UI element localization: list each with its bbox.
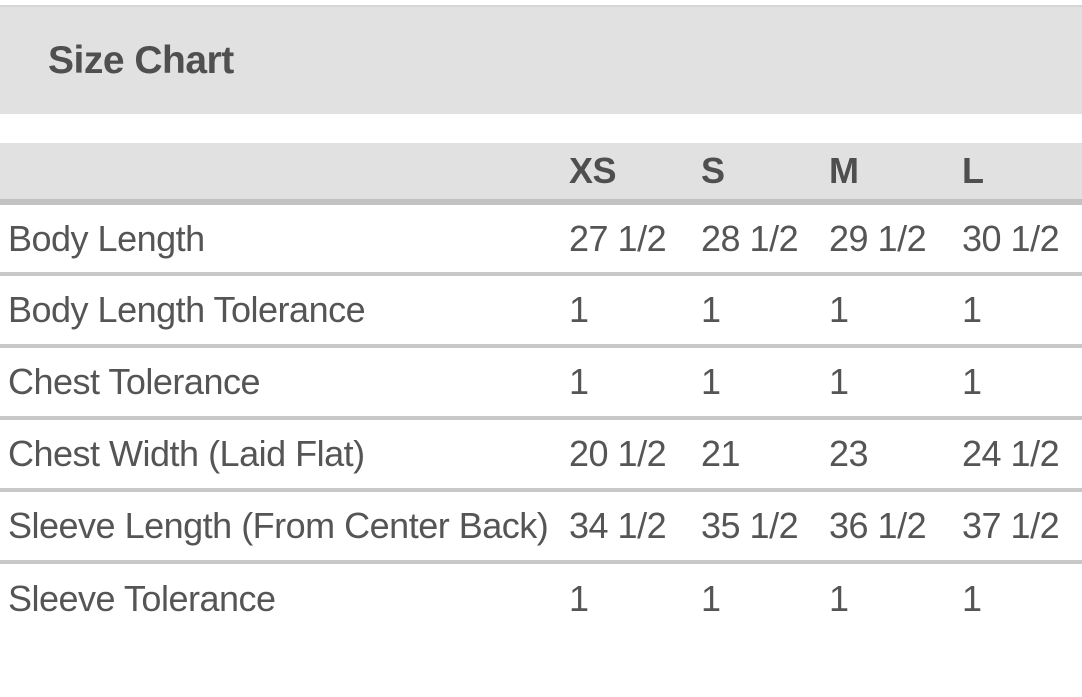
row-label: Body Length Tolerance [0, 272, 561, 346]
row-label: Sleeve Tolerance [0, 560, 561, 634]
table-row: Chest Width (Laid Flat) 20 1/2 21 23 24 … [0, 416, 1082, 490]
cell-value: 34 1/2 [561, 488, 693, 562]
cell-value: 1 [693, 272, 821, 346]
row-label: Sleeve Length (From Center Back) [0, 488, 561, 562]
cell-value: 1 [561, 272, 693, 346]
cell-value: 1 [693, 344, 821, 418]
cell-value: 1 [954, 344, 1082, 418]
cell-value: 35 1/2 [693, 488, 821, 562]
section-title: Size Chart [48, 38, 234, 82]
column-header-m: M [821, 143, 954, 205]
cell-value: 1 [954, 560, 1082, 634]
cell-value: 1 [693, 560, 821, 634]
row-label: Chest Width (Laid Flat) [0, 416, 561, 490]
cell-value: 21 [693, 416, 821, 490]
table-row: Sleeve Tolerance 1 1 1 1 [0, 560, 1082, 634]
column-header-blank [0, 143, 561, 205]
cell-value: 1 [954, 272, 1082, 346]
cell-value: 37 1/2 [954, 488, 1082, 562]
cell-value: 28 1/2 [701, 217, 799, 259]
cell-value: 24 1/2 [954, 416, 1082, 490]
cell-value: 36 1/2 [821, 488, 954, 562]
table-header-row: XS S M L [0, 143, 1082, 205]
table-row: Chest Tolerance 1 1 1 1 [0, 344, 1082, 418]
cell-value: 23 [821, 416, 954, 490]
cell-value: 27 1/2 [569, 217, 667, 259]
table-row: Body Length 27 1/2 28 1/2 29 1/2 30 1/2 [0, 202, 1082, 274]
row-label: Chest Tolerance [0, 344, 561, 418]
cell-value: 1 [821, 560, 954, 634]
column-header-s: S [693, 143, 821, 205]
cell-value: 20 1/2 [561, 416, 693, 490]
size-chart-section: Size Chart XS S M L Body Length 27 1/2 2… [0, 5, 1082, 634]
size-chart-table: XS S M L Body Length 27 1/2 28 1/2 29 1/… [0, 143, 1082, 634]
row-label: Body Length [8, 217, 205, 259]
cell-value: 30 1/2 [962, 217, 1060, 259]
cell-value: 1 [821, 344, 954, 418]
column-header-xs: XS [561, 143, 693, 205]
cell-value: 1 [561, 560, 693, 634]
table-row: Body Length Tolerance 1 1 1 1 [0, 272, 1082, 346]
section-header: Size Chart [0, 5, 1082, 114]
table-row: Sleeve Length (From Center Back) 34 1/2 … [0, 488, 1082, 562]
column-header-l: L [954, 143, 1082, 205]
cell-value: 1 [821, 272, 954, 346]
cell-value: 29 1/2 [829, 217, 927, 259]
cell-value: 1 [561, 344, 693, 418]
